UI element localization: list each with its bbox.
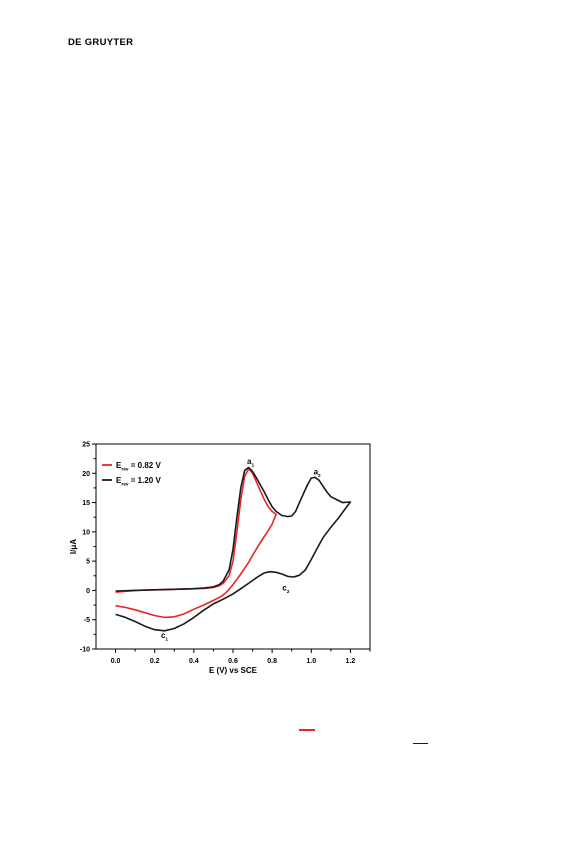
- series-line-erev-1-20: [115, 466, 352, 632]
- x-tick-label: 0.8: [267, 658, 277, 665]
- y-tick-label: 20: [82, 471, 90, 478]
- y-tick-label: 10: [82, 529, 90, 536]
- publisher-name: DE GRUYTER: [68, 37, 134, 48]
- y-tick-label: 15: [82, 500, 90, 507]
- y-tick-label: -10: [80, 647, 90, 654]
- x-axis-label: E (V) vs SCE: [209, 666, 258, 675]
- x-tick-label: 0.6: [228, 658, 238, 665]
- x-tick-label: 1.2: [346, 658, 356, 665]
- series-line-erev-0-82: [115, 467, 277, 619]
- y-tick-label: 0: [86, 588, 90, 595]
- legend-label: Erev = 1.20 V: [116, 476, 161, 488]
- peak-label-c1: c1: [161, 631, 168, 643]
- x-tick-label: 1.0: [306, 658, 316, 665]
- y-tick-label: 5: [86, 559, 90, 566]
- y-tick-label: 25: [82, 442, 90, 449]
- red-legend-line-mark: [299, 729, 315, 731]
- y-axis-label: I/μA: [69, 539, 78, 554]
- peak-label-c2: c2: [282, 583, 289, 595]
- peak-label-a2: a2: [314, 467, 321, 479]
- x-tick-label: 0.4: [189, 658, 199, 665]
- peak-label-a1: a1: [247, 457, 254, 469]
- x-tick-label: 0.0: [111, 658, 121, 665]
- black-legend-line-mark: [413, 743, 428, 744]
- y-tick-label: -5: [84, 617, 90, 624]
- legend-label: Erev = 0.82 V: [116, 461, 161, 473]
- x-tick-label: 0.2: [150, 658, 160, 665]
